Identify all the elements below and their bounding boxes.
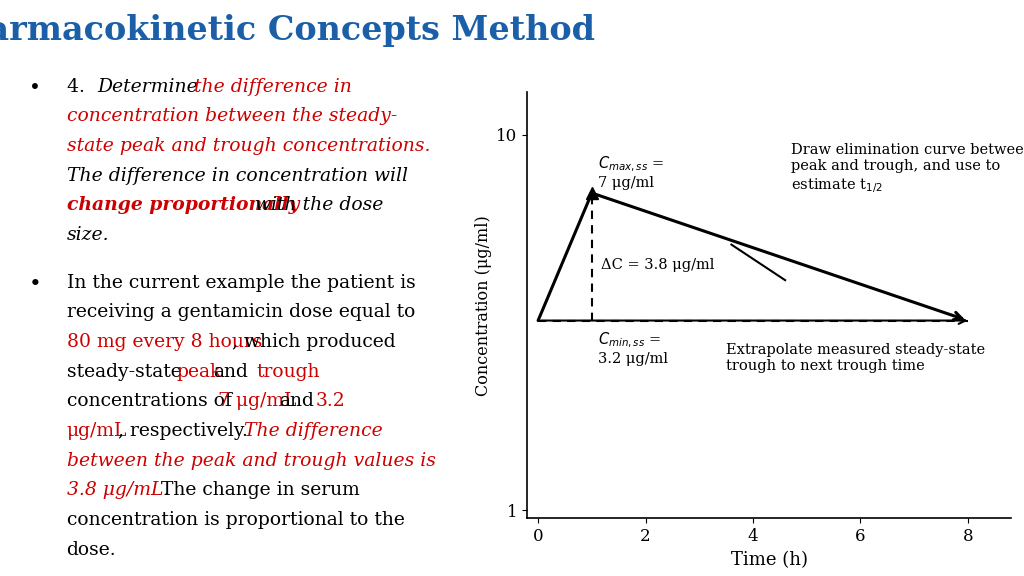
Text: trough: trough bbox=[256, 362, 319, 381]
Text: state peak and trough concentrations.: state peak and trough concentrations. bbox=[67, 137, 430, 155]
Text: 4.: 4. bbox=[67, 78, 96, 96]
Text: concentrations of: concentrations of bbox=[67, 392, 231, 410]
Text: peak: peak bbox=[176, 362, 221, 381]
Text: dose.: dose. bbox=[67, 540, 116, 559]
Text: The difference: The difference bbox=[244, 422, 382, 440]
Text: change proportionally: change proportionally bbox=[67, 196, 299, 214]
Text: , respectively.: , respectively. bbox=[118, 422, 248, 440]
Text: the difference in: the difference in bbox=[182, 78, 352, 96]
Text: $C_{min,ss}$ =
3.2 μg/ml: $C_{min,ss}$ = 3.2 μg/ml bbox=[598, 331, 669, 366]
Text: with the dose: with the dose bbox=[249, 196, 383, 214]
Text: •: • bbox=[29, 274, 41, 294]
Text: concentration between the steady-: concentration between the steady- bbox=[67, 107, 397, 126]
Text: •: • bbox=[29, 78, 41, 97]
Text: $C_{max,ss}$ =
7 μg/ml: $C_{max,ss}$ = 7 μg/ml bbox=[598, 154, 665, 190]
Text: Extrapolate measured steady-state
trough to next trough time: Extrapolate measured steady-state trough… bbox=[726, 343, 985, 373]
Text: , which produced: , which produced bbox=[232, 333, 396, 351]
Text: receiving a gentamicin dose equal to: receiving a gentamicin dose equal to bbox=[67, 303, 415, 321]
Text: Draw elimination curve between
peak and trough, and use to
estimate t$_{1/2}$: Draw elimination curve between peak and … bbox=[791, 143, 1024, 195]
Text: 3.8 μg/mL.: 3.8 μg/mL. bbox=[67, 481, 169, 499]
Text: Determine: Determine bbox=[97, 78, 198, 96]
Text: 3.2: 3.2 bbox=[315, 392, 345, 410]
Text: Pharmacokinetic Concepts Method: Pharmacokinetic Concepts Method bbox=[0, 14, 595, 47]
Text: and: and bbox=[213, 362, 248, 381]
Text: between the peak and trough values is: between the peak and trough values is bbox=[67, 452, 435, 469]
Text: The difference in concentration will: The difference in concentration will bbox=[67, 167, 408, 185]
Text: μg/mL: μg/mL bbox=[67, 422, 127, 440]
Text: 80 mg every 8 hours: 80 mg every 8 hours bbox=[67, 333, 262, 351]
X-axis label: Time (h): Time (h) bbox=[730, 551, 808, 569]
Text: ΔC = 3.8 μg/ml: ΔC = 3.8 μg/ml bbox=[601, 258, 715, 272]
Text: The change in serum: The change in serum bbox=[155, 481, 359, 499]
Text: size.: size. bbox=[67, 226, 110, 244]
Text: steady-state: steady-state bbox=[67, 362, 181, 381]
Text: 7 μg/mL: 7 μg/mL bbox=[218, 392, 297, 410]
Text: concentration is proportional to the: concentration is proportional to the bbox=[67, 511, 404, 529]
Y-axis label: Concentration (μg/ml): Concentration (μg/ml) bbox=[475, 215, 493, 396]
Text: In the current example the patient is: In the current example the patient is bbox=[67, 274, 416, 291]
Text: and: and bbox=[280, 392, 314, 410]
